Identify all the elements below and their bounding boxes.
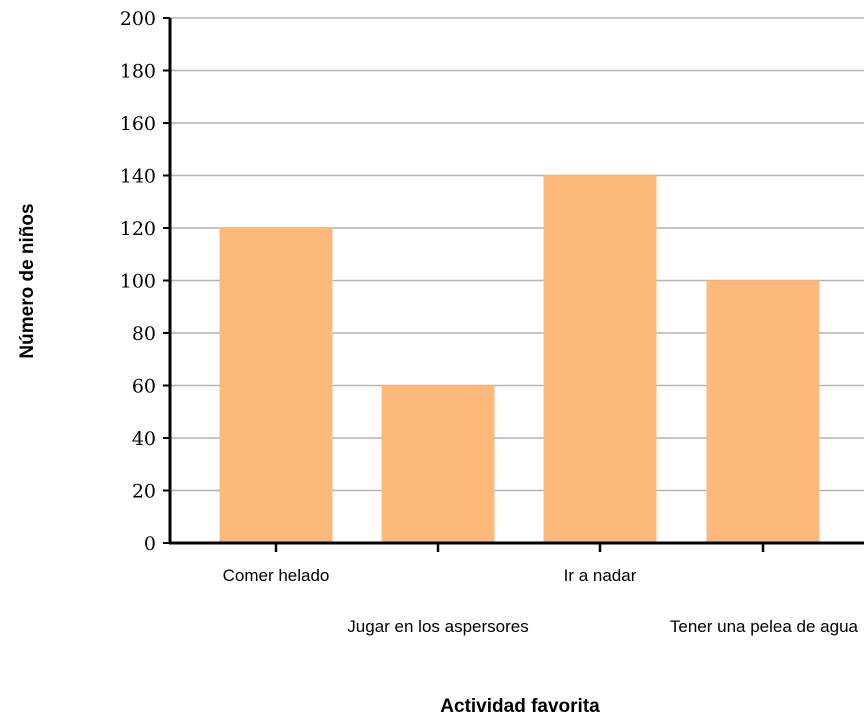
x-tick-label: Jugar en los aspersores bbox=[347, 617, 528, 636]
x-tick-label: Ir a nadar bbox=[564, 566, 637, 585]
y-tick-label: 60 bbox=[132, 376, 156, 398]
x-tick-label: Tener una pelea de agua bbox=[670, 617, 859, 636]
y-tick-label: 20 bbox=[132, 481, 156, 503]
y-tick-label: 140 bbox=[120, 166, 156, 188]
x-ticks: Comer helado Jugar en los aspersores Ir a … bbox=[223, 543, 859, 636]
bars bbox=[219, 175, 820, 543]
y-tick-label: 100 bbox=[120, 271, 156, 293]
x-tick-label: Comer helado bbox=[223, 566, 330, 585]
y-tick-label: 180 bbox=[120, 61, 156, 83]
bar bbox=[706, 280, 820, 543]
bar bbox=[543, 175, 657, 543]
y-tick-label: 80 bbox=[132, 323, 156, 345]
y-tick-label: 160 bbox=[120, 113, 156, 135]
y-axis-title: Número de niños bbox=[17, 203, 38, 358]
y-ticks: 0 20 40 60 80 100 120 140 160 180 200 bbox=[120, 8, 170, 555]
y-tick-label: 120 bbox=[120, 218, 156, 240]
y-tick-label: 200 bbox=[120, 8, 156, 30]
bar bbox=[219, 228, 333, 543]
bar bbox=[381, 385, 495, 543]
y-tick-label: 40 bbox=[132, 428, 156, 450]
y-tick-label: 0 bbox=[144, 533, 156, 555]
x-axis-title: Actividad favorita bbox=[440, 696, 600, 717]
